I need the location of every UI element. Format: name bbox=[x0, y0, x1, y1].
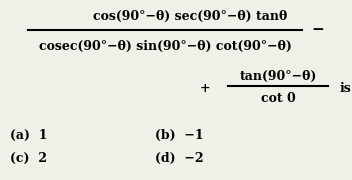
Text: (b)  −1: (b) −1 bbox=[155, 129, 203, 141]
Text: (a)  1: (a) 1 bbox=[10, 129, 48, 141]
Text: is: is bbox=[340, 82, 352, 94]
Text: (d)  −2: (d) −2 bbox=[155, 152, 203, 165]
Text: cos(90°−θ) sec(90°−θ) tanθ: cos(90°−θ) sec(90°−θ) tanθ bbox=[93, 10, 287, 22]
Text: tan(90°−θ): tan(90°−θ) bbox=[239, 69, 317, 82]
Text: cosec(90°−θ) sin(90°−θ) cot(90°−θ): cosec(90°−θ) sin(90°−θ) cot(90°−θ) bbox=[39, 39, 291, 53]
Text: +: + bbox=[200, 82, 210, 94]
Text: cot 0: cot 0 bbox=[260, 93, 295, 105]
Text: −: − bbox=[312, 23, 325, 37]
Text: (c)  2: (c) 2 bbox=[10, 152, 47, 165]
